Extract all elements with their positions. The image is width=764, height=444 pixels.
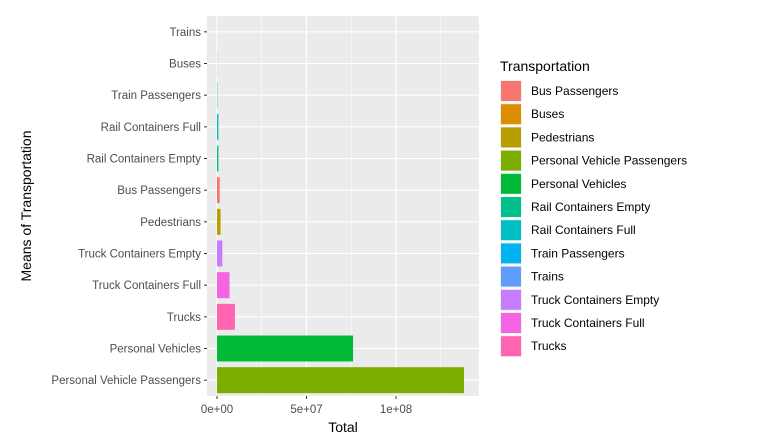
legend-swatch (501, 127, 521, 148)
bar-personal-vehicle-passengers (217, 367, 465, 394)
bar-truck-containers-empty (217, 240, 223, 267)
legend-label: Rail Containers Empty (531, 200, 650, 214)
legend-label: Rail Containers Full (531, 223, 636, 237)
x-tick-label: 1e+08 (380, 404, 412, 416)
legend-label: Personal Vehicles (531, 177, 626, 191)
legend-label: Truck Containers Full (531, 316, 645, 330)
y-tick-label: Bus Passengers (117, 185, 201, 197)
legend-swatch (501, 336, 521, 357)
x-axis-title: Total (328, 419, 358, 435)
legend-label: Pedestrians (531, 130, 594, 144)
bar-truck-containers-full (217, 272, 230, 299)
x-axis-tick-labels: 0e+00 5e+07 1e+08 (201, 396, 412, 416)
legend-label: Bus Passengers (531, 84, 618, 98)
legend-swatch (501, 243, 521, 264)
bars (217, 18, 465, 394)
bar-rail-containers-empty (217, 145, 219, 172)
legend-label: Trucks (531, 339, 567, 353)
y-tick-label: Trucks (167, 312, 201, 324)
legend-label: Personal Vehicle Passengers (531, 154, 687, 168)
bar-trucks (217, 303, 235, 330)
legend: Bus Passengers Buses Pedestrians Personal V… (500, 80, 687, 358)
legend-label: Train Passengers (531, 246, 625, 260)
y-tick-label: Pedestrians (140, 217, 201, 229)
legend-swatch (501, 266, 521, 287)
y-tick-label: Truck Containers Full (92, 280, 201, 292)
legend-swatch (501, 220, 521, 241)
y-tick-label: Personal Vehicles (110, 344, 202, 356)
legend-swatch (501, 197, 521, 217)
y-axis-title: Means of Transportation (18, 131, 34, 282)
y-tick-label: Rail Containers Full (101, 122, 201, 134)
y-tick-label: Rail Containers Empty (87, 154, 202, 166)
bar-pedestrians (217, 208, 221, 235)
legend-label: Truck Containers Empty (531, 293, 659, 307)
legend-label: Buses (531, 107, 564, 121)
bar-rail-containers-full (217, 113, 219, 140)
legend-swatch (501, 289, 521, 310)
x-tick-label: 0e+00 (201, 404, 233, 416)
legend-title: Transportation (500, 58, 590, 74)
y-tick-label: Personal Vehicle Passengers (51, 375, 201, 387)
y-tick-label: Trains (169, 27, 201, 39)
bar-personal-vehicles (217, 335, 354, 362)
bar-bus-passengers (217, 177, 220, 204)
legend-swatch (501, 104, 521, 125)
legend-swatch (501, 150, 521, 171)
legend-swatch (501, 81, 521, 101)
x-tick-label: 5e+07 (290, 404, 322, 416)
legend-swatch (501, 313, 521, 333)
y-axis-tick-labels: Personal Vehicle Passengers Personal Vehi… (51, 27, 207, 387)
legend-swatch (501, 173, 521, 194)
plot-panel (207, 16, 479, 396)
y-tick-label: Truck Containers Empty (78, 249, 201, 261)
y-tick-label: Buses (169, 59, 201, 71)
y-tick-label: Train Passengers (111, 90, 201, 102)
legend-label: Trains (531, 270, 564, 284)
